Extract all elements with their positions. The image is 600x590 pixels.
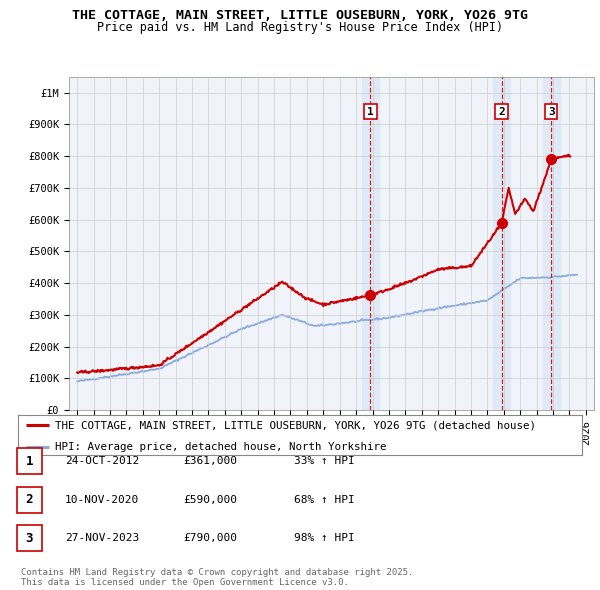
Text: 27-NOV-2023: 27-NOV-2023 (65, 533, 139, 543)
Text: £361,000: £361,000 (183, 457, 237, 466)
Text: 24-OCT-2012: 24-OCT-2012 (65, 457, 139, 466)
Text: Contains HM Land Registry data © Crown copyright and database right 2025.
This d: Contains HM Land Registry data © Crown c… (21, 568, 413, 587)
Text: £790,000: £790,000 (183, 533, 237, 543)
Text: 3: 3 (548, 107, 555, 117)
Text: 33% ↑ HPI: 33% ↑ HPI (294, 457, 355, 466)
Text: THE COTTAGE, MAIN STREET, LITTLE OUSEBURN, YORK, YO26 9TG (detached house): THE COTTAGE, MAIN STREET, LITTLE OUSEBUR… (55, 421, 536, 430)
Bar (493, 77, 510, 410)
Text: £590,000: £590,000 (183, 495, 237, 504)
Text: 3: 3 (26, 532, 33, 545)
Text: 1: 1 (367, 107, 374, 117)
Text: 2: 2 (498, 107, 505, 117)
Bar (362, 77, 379, 410)
Text: 1: 1 (26, 455, 33, 468)
Text: 98% ↑ HPI: 98% ↑ HPI (294, 533, 355, 543)
Bar (543, 77, 560, 410)
Text: 68% ↑ HPI: 68% ↑ HPI (294, 495, 355, 504)
Text: 2: 2 (26, 493, 33, 506)
Text: HPI: Average price, detached house, North Yorkshire: HPI: Average price, detached house, Nort… (55, 442, 386, 452)
Text: Price paid vs. HM Land Registry's House Price Index (HPI): Price paid vs. HM Land Registry's House … (97, 21, 503, 34)
Text: 10-NOV-2020: 10-NOV-2020 (65, 495, 139, 504)
Text: THE COTTAGE, MAIN STREET, LITTLE OUSEBURN, YORK, YO26 9TG: THE COTTAGE, MAIN STREET, LITTLE OUSEBUR… (72, 9, 528, 22)
